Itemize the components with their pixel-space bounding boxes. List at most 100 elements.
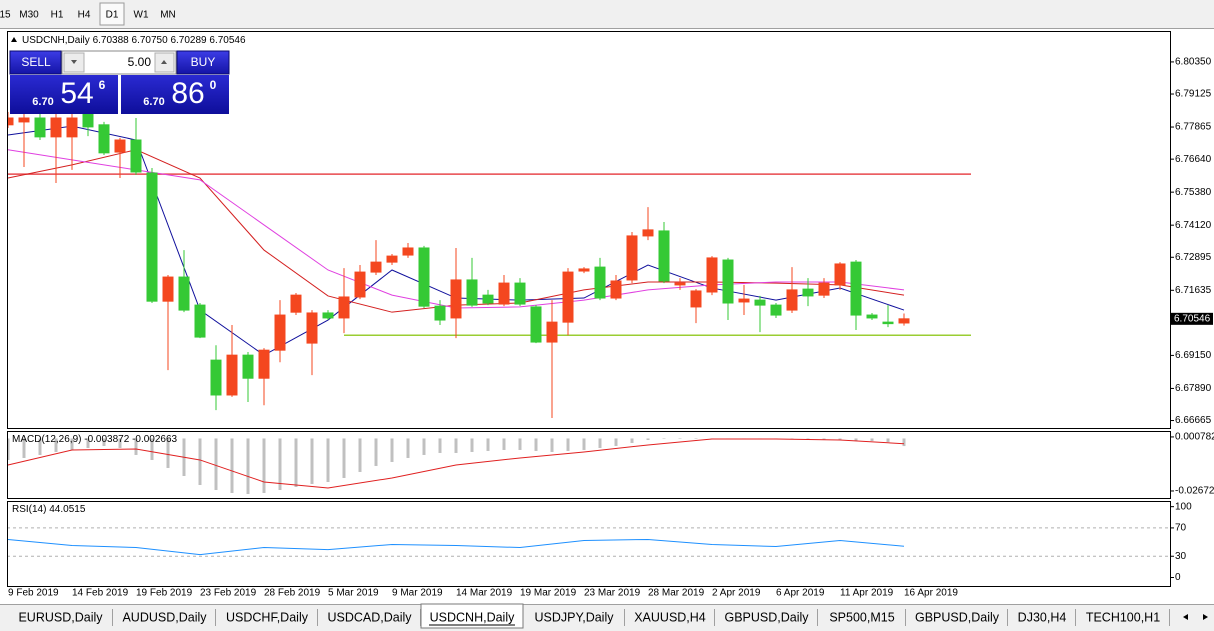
bid-big-figure: 6.70 (32, 96, 53, 108)
candle-body (674, 282, 686, 286)
tab[interactable]: USDCAD,Daily (327, 610, 412, 624)
tab-scroll-right[interactable] (1203, 614, 1208, 620)
macd-bar (566, 438, 570, 451)
candle-body (34, 117, 46, 138)
candle-body (322, 312, 334, 319)
bid-fraction: 6 (99, 78, 106, 92)
ask-fraction: 0 (210, 78, 217, 92)
macd-bar (374, 438, 378, 466)
macd-bar (454, 438, 458, 453)
ask-pips: 86 (171, 77, 204, 110)
tab[interactable]: USDCNH,Daily (430, 610, 515, 624)
timeframe-button[interactable]: W1 (134, 10, 149, 21)
tab-bar (0, 604, 1214, 631)
macd-bar (598, 438, 602, 448)
tab[interactable]: EURUSD,Daily (18, 610, 103, 624)
macd-title: MACD(12,26,9) (12, 434, 81, 445)
timeframe-button[interactable]: H4 (78, 10, 91, 21)
candle-body (82, 112, 94, 128)
x-tick-label: 23 Mar 2019 (584, 588, 641, 599)
y-tick-label: 70 (1175, 523, 1187, 534)
candle-body (466, 279, 478, 306)
timeframe-button[interactable]: D1 (106, 10, 119, 21)
x-tick-label: 14 Feb 2019 (72, 588, 129, 599)
candle-body (50, 117, 62, 138)
tab-scroll-left[interactable] (1183, 614, 1188, 620)
buy-label: BUY (191, 55, 216, 69)
tab[interactable]: DJ30,H4 (1018, 610, 1067, 624)
candle-body (690, 290, 702, 308)
ask-box[interactable] (121, 75, 229, 114)
buy-button[interactable] (176, 50, 230, 75)
x-tick-label: 14 Mar 2019 (456, 588, 513, 599)
candle-body (610, 280, 622, 299)
y-tick-label: 0 (1175, 572, 1181, 583)
candle-body (418, 247, 430, 307)
x-tick-label: 9 Feb 2019 (8, 588, 59, 599)
timeframe-button[interactable]: M30 (19, 10, 39, 21)
candle-body (706, 257, 718, 293)
candle-body (162, 276, 174, 302)
x-tick-label: 19 Feb 2019 (136, 588, 193, 599)
bid-box[interactable] (10, 75, 118, 114)
macd-bar (150, 438, 154, 460)
macd-bar (854, 438, 858, 441)
sell-button[interactable] (9, 50, 62, 75)
candle-body (626, 235, 638, 281)
macd-value: -0.003872 (84, 434, 129, 445)
tab[interactable]: TECH100,H1 (1086, 610, 1160, 624)
macd-bar (630, 438, 634, 443)
rsi-title: RSI(14) (12, 504, 46, 515)
candle-body (66, 117, 78, 138)
macd-bar (214, 438, 218, 490)
y-tick-label: 6.79125 (1175, 89, 1212, 100)
main-frame (7, 31, 1171, 429)
candle-body (402, 247, 414, 256)
macd-bar (582, 438, 586, 450)
macd-bar (614, 438, 618, 446)
candle-body (658, 230, 670, 282)
candle-body (498, 282, 510, 305)
y-tick-label: 6.77865 (1175, 122, 1212, 133)
x-tick-label: 9 Mar 2019 (392, 588, 443, 599)
rsi-panel (7, 527, 1170, 557)
candle-body (258, 349, 270, 379)
macd-bar (134, 438, 138, 455)
candle-body (434, 305, 446, 321)
macd-bar (886, 438, 890, 442)
open-value: 6.70388 (93, 35, 130, 46)
lot-value: 5.00 (128, 55, 152, 69)
current-price-marker (1171, 312, 1213, 325)
candle-body (242, 354, 254, 379)
tab[interactable]: USDCHF,Daily (226, 610, 309, 624)
tab[interactable]: USDJPY,Daily (535, 610, 615, 624)
tab[interactable]: GBPUSD,Daily (915, 610, 1000, 624)
candle-body (146, 172, 158, 302)
lot-input[interactable] (61, 50, 177, 75)
candle-body (850, 261, 862, 316)
tab[interactable]: SP500,M15 (829, 610, 894, 624)
macd-bar (102, 438, 106, 446)
tab[interactable]: GBPUSD,Daily (724, 610, 809, 624)
candle-body (130, 139, 142, 173)
timeframe-button[interactable]: H1 (51, 10, 64, 21)
tab[interactable]: AUDUSD,Daily (122, 610, 207, 624)
candle-body (642, 229, 654, 237)
candle-body (114, 139, 126, 153)
candle-body (882, 321, 894, 325)
x-tick-label: 2 Apr 2019 (712, 588, 761, 599)
timeframe-button[interactable]: MN (160, 10, 176, 21)
y-tick-label: 6.80350 (1175, 57, 1212, 68)
timeframe-button[interactable]: 15 (0, 10, 11, 21)
candle-body (354, 271, 366, 298)
macd-bar (486, 438, 490, 451)
tab[interactable]: XAUUSD,H4 (634, 610, 706, 624)
macd-panel (7, 438, 906, 494)
signal-value: -0.002663 (132, 434, 177, 445)
x-tick-label: 28 Feb 2019 (264, 588, 321, 599)
candle-body (786, 289, 798, 311)
candle-body (834, 263, 846, 286)
